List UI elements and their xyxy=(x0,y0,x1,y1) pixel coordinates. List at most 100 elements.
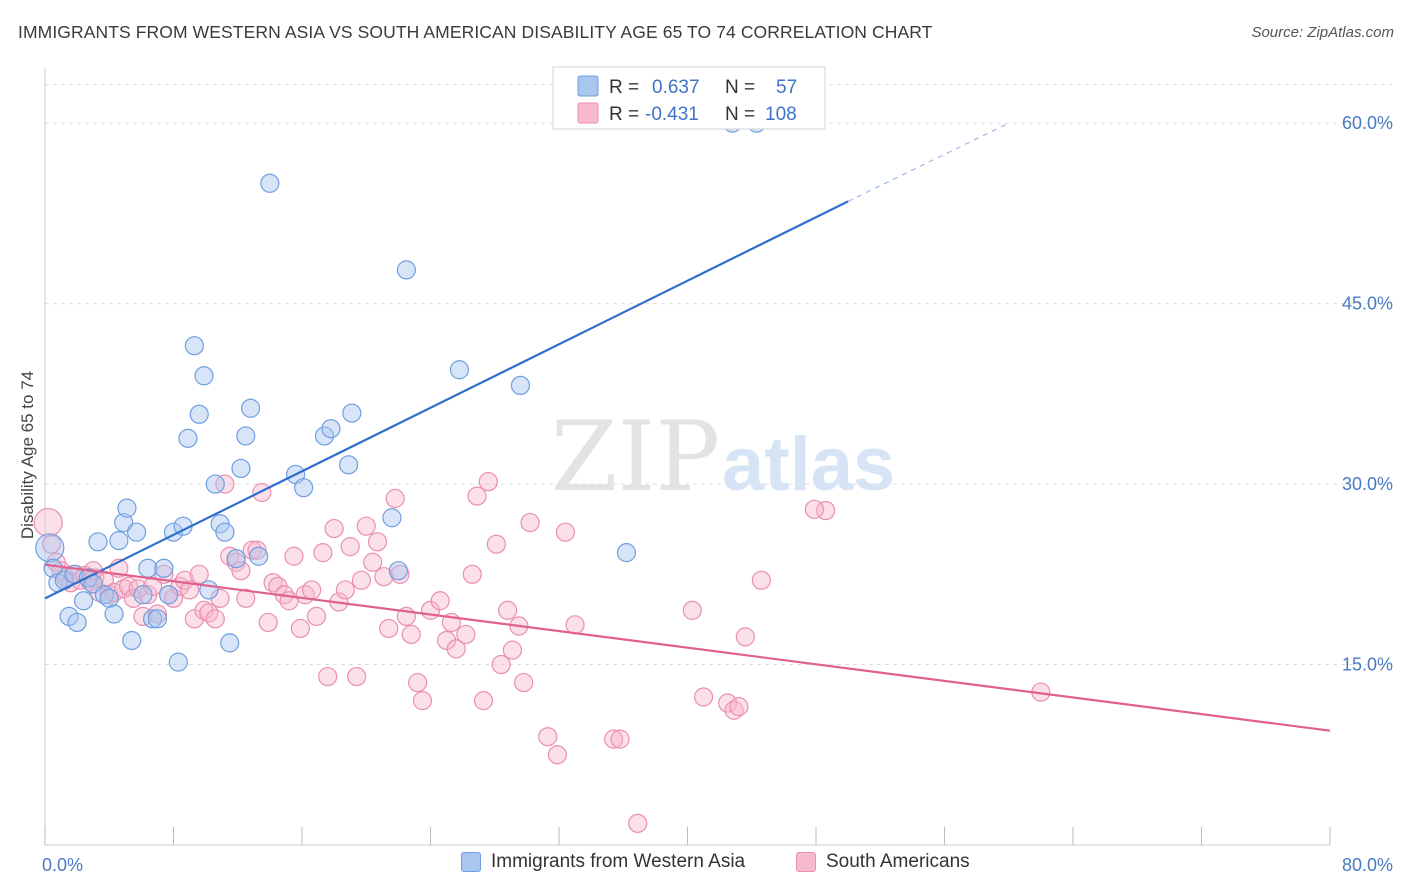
south-americans-point xyxy=(374,567,394,587)
legend-r-label-1: R = xyxy=(609,77,639,98)
south-americans-point xyxy=(215,474,235,494)
western-asia-point xyxy=(314,426,335,446)
south-americans-point xyxy=(306,606,327,627)
south-americans-point xyxy=(258,612,278,633)
legend-label-western-asia: Immigrants from Western Asia xyxy=(491,851,746,872)
legend-swatch-blue xyxy=(577,75,599,97)
legend-r-label-2: R = xyxy=(609,104,639,125)
western-asia-point xyxy=(73,591,94,611)
south-americans-point xyxy=(735,627,755,647)
legend-label-south-americans: South Americans xyxy=(826,851,970,872)
south-americans-point xyxy=(408,672,428,693)
western-asia-point xyxy=(67,612,87,633)
south-americans-point xyxy=(231,561,251,581)
south-americans-point xyxy=(502,640,523,660)
legend-n-label-2: N = xyxy=(725,104,755,125)
western-asia-point xyxy=(147,609,168,629)
western-asia-point xyxy=(249,546,269,566)
south-americans-point xyxy=(498,600,518,620)
western-asia-point xyxy=(382,508,402,528)
western-asia-point xyxy=(215,522,235,542)
south-americans-point xyxy=(514,672,534,693)
legend-n-label-1: N = xyxy=(725,77,755,98)
correlation-legend: R = 0.637 N = 57 R = -0.431 N = 108 xyxy=(552,66,826,130)
south-americans-point xyxy=(175,570,195,590)
x-tick-label-end: 80.0% xyxy=(1342,855,1393,875)
legend-item-western-asia: Immigrants from Western Asia xyxy=(461,851,745,873)
western-asia-point xyxy=(143,609,163,629)
south-americans-point xyxy=(318,666,338,687)
south-americans-point xyxy=(313,543,333,563)
bottom-legend: Immigrants from Western Asia South Ameri… xyxy=(0,851,1406,879)
south-americans-point xyxy=(324,518,344,539)
western-asia-point xyxy=(138,558,158,578)
western-asia-point xyxy=(338,455,359,475)
south-americans-point xyxy=(335,580,355,600)
south-americans-point xyxy=(467,486,487,506)
south-americans-point xyxy=(751,570,771,590)
south-americans-point xyxy=(538,727,558,747)
western-asia-point xyxy=(168,652,188,672)
western-asia-point xyxy=(510,375,531,396)
south-americans-point xyxy=(693,687,714,707)
south-americans-point xyxy=(462,564,482,584)
watermark: ZIP atlas xyxy=(551,401,895,513)
western-asia-point xyxy=(260,173,280,193)
y-tick-label: 60.0% xyxy=(1342,113,1393,133)
western-asia-point xyxy=(189,404,209,424)
south-americans-point xyxy=(547,745,567,765)
legend-swatch-western-asia xyxy=(461,852,481,872)
legend-swatch-south-americans xyxy=(796,852,816,872)
y-tick-label: 45.0% xyxy=(1342,294,1393,314)
y-tick-label: 30.0% xyxy=(1342,474,1393,494)
south-americans-point xyxy=(33,507,63,538)
western-asia-point xyxy=(616,543,637,563)
western-asia-point xyxy=(388,561,408,581)
south-americans-point xyxy=(804,499,824,519)
south-americans-point xyxy=(367,532,388,552)
south-americans-point xyxy=(520,512,540,533)
south-americans-point xyxy=(412,691,433,711)
western-asia-point xyxy=(122,630,142,651)
western-asia-point xyxy=(205,474,225,494)
watermark-zip: ZIP xyxy=(551,401,720,513)
western-asia-point xyxy=(241,398,261,418)
series-western-asia xyxy=(35,113,767,672)
south-americans-point xyxy=(628,813,648,833)
south-americans-point xyxy=(565,615,585,635)
south-americans-point xyxy=(347,666,367,687)
western-asia-point xyxy=(396,260,417,280)
south-americans-point xyxy=(385,488,405,509)
south-americans-point xyxy=(252,482,272,503)
south-americans-point xyxy=(41,534,62,554)
south-americans-point xyxy=(290,618,310,639)
western-asia-point xyxy=(321,419,341,439)
south-americans-point xyxy=(284,546,304,566)
south-americans-point xyxy=(351,570,372,590)
legend-item-south-americans: South Americans xyxy=(796,851,970,873)
western-asia-point xyxy=(154,558,174,578)
western-asia-point xyxy=(294,478,314,498)
south-americans-point xyxy=(682,600,702,620)
chart-title: IMMIGRANTS FROM WESTERN ASIA VS SOUTH AM… xyxy=(18,22,933,42)
western-asia-point xyxy=(231,458,251,479)
western-asia-point xyxy=(236,426,256,446)
trend-line-western-asia-extension xyxy=(847,122,1010,202)
south-americans-point xyxy=(486,534,506,554)
western-asia-point xyxy=(126,522,147,542)
western-asia-point xyxy=(226,549,246,569)
south-americans-point xyxy=(430,591,450,611)
western-asia-point xyxy=(178,428,198,448)
south-americans-point xyxy=(236,588,256,608)
y-tick-label: 15.0% xyxy=(1342,655,1393,675)
south-americans-point xyxy=(340,537,360,557)
trend-line-south-americans xyxy=(44,563,1331,732)
south-americans-point xyxy=(555,522,576,542)
south-americans-point xyxy=(478,472,498,492)
western-asia-point xyxy=(43,558,63,578)
source-label: Source: ZipAtlas.com xyxy=(1251,24,1394,41)
south-americans-point xyxy=(446,639,466,659)
legend-r-value-1: 0.637 xyxy=(652,77,700,98)
western-asia-point xyxy=(449,360,470,380)
watermark-atlas: atlas xyxy=(722,422,895,507)
